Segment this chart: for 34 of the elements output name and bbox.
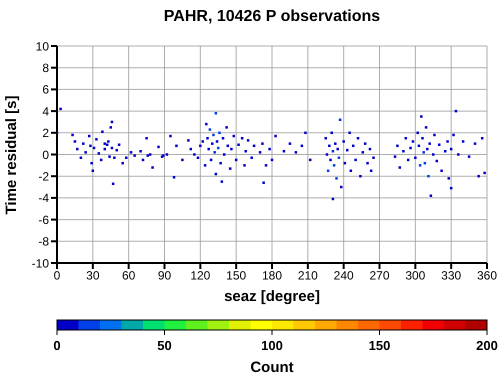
x-tick-label: 330 bbox=[441, 268, 462, 283]
color-bar-label: 50 bbox=[157, 338, 172, 353]
x-tick-label: 270 bbox=[369, 268, 390, 283]
color-bar-label: 150 bbox=[368, 338, 390, 353]
color-bar-label: 200 bbox=[476, 338, 498, 353]
x-tick-label: 60 bbox=[122, 268, 136, 283]
x-tick-label: 210 bbox=[298, 268, 318, 283]
y-tick-label: 6 bbox=[42, 82, 50, 97]
x-tick-label: 90 bbox=[158, 268, 172, 283]
y-tick-label: 0 bbox=[42, 148, 50, 162]
y-tick-label: 10 bbox=[36, 39, 50, 54]
y-tick-label: 2 bbox=[42, 126, 50, 140]
y-tick-label: 4 bbox=[42, 104, 50, 118]
color-bar-label: 0 bbox=[53, 338, 61, 353]
x-tick-label: 30 bbox=[86, 268, 100, 283]
color-bar-title: Count bbox=[250, 359, 294, 375]
x-tick-label: 300 bbox=[405, 268, 426, 283]
color-bar-label: 100 bbox=[261, 338, 283, 353]
x-tick-label: 0 bbox=[54, 268, 61, 283]
color-scale: 0 50 100 150 200 Count bbox=[0, 305, 500, 375]
x-tick-label: 120 bbox=[190, 268, 211, 283]
y-tick-label: 8 bbox=[42, 60, 50, 75]
y-tick-label: -6 bbox=[38, 212, 50, 227]
x-tick-label: 150 bbox=[226, 268, 246, 283]
y-tick-label: -10 bbox=[32, 256, 50, 270]
x-tick-label: 240 bbox=[334, 268, 354, 283]
y-tick-label: -2 bbox=[38, 169, 50, 184]
y-tick-label: -4 bbox=[38, 191, 50, 206]
x-tick-label: 180 bbox=[262, 268, 282, 283]
y-axis-title: Time residual [s] bbox=[3, 96, 20, 214]
x-axis-title: seaz [degree] bbox=[223, 288, 321, 305]
chart-title: PAHR, 10426 P observations bbox=[162, 8, 382, 26]
x-tick-label: 360 bbox=[476, 268, 498, 283]
y-tick-label: -8 bbox=[38, 234, 50, 249]
